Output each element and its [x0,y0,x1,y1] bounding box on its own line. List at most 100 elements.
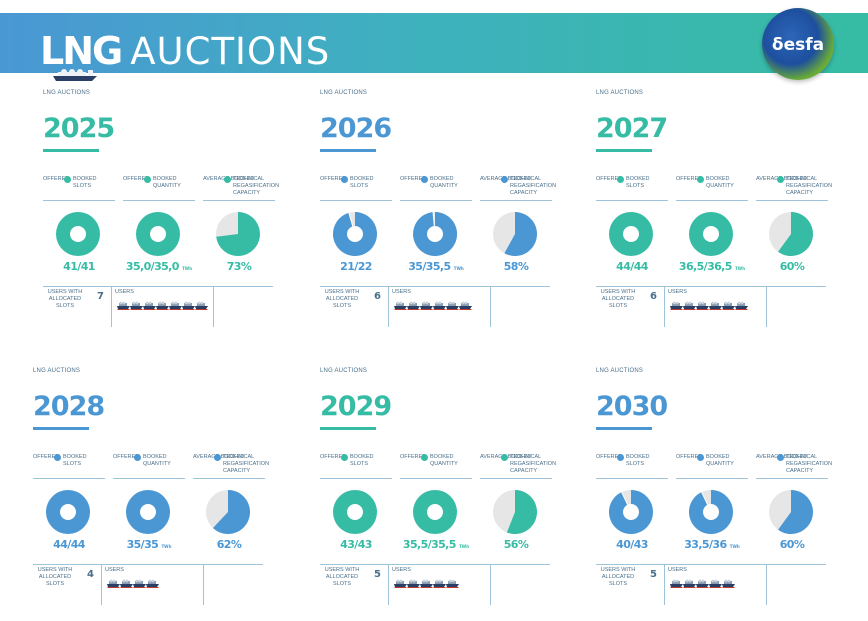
stat-quantity: OFFERED BOOKED QUANTITY 35/35,5 TWh [400,176,472,284]
stat-header-word: BOOKED [430,176,454,182]
stat-divider [123,200,195,201]
arrow-dot-icon [501,454,508,461]
stat-header-word: OFFERED [676,176,703,182]
year-underline [596,149,652,152]
stat-header: AVERAGE BOOKED TECHNICAL REGASIFICATION … [756,454,832,476]
year-underline [43,149,99,152]
stat-value: 35/35,5 TWh [400,260,472,273]
stat-divider [193,478,265,479]
panel-label: LNG AUCTIONS [43,90,91,96]
ship-icon [683,579,696,588]
users-ships [394,299,472,313]
donut-chart [56,212,100,256]
stat-capacity: AVERAGE BOOKED TECHNICAL REGASIFICATION … [480,454,556,562]
donut-hole [140,504,156,520]
panel-year: 2026 [320,113,392,144]
donut-chart [689,212,733,256]
stat-divider [756,200,828,201]
users-count: 5 [650,569,657,580]
auction-panel-2030: LNG AUCTIONS 2030 OFFERED BOOKED SLOTS 40… [596,368,846,621]
donut-slice [216,212,260,256]
panel-year: 2028 [33,391,105,422]
stat-header-word: CAPACITY [510,190,538,196]
stat-slots: OFFERED BOOKED SLOTS 41/41 [43,176,115,284]
stat-header-word: TECHNICAL [786,454,818,460]
stat-capacity: AVERAGE BOOKED TECHNICAL REGASIFICATION … [756,454,832,562]
stat-value: 62% [193,538,265,551]
ship-icon [117,301,130,310]
ship-icon [407,301,420,310]
stat-value-number: 35/35 [126,538,159,551]
stat-header-word: BOOKED [73,176,97,182]
arrow-dot-icon [64,176,71,183]
stat-header-word: TECHNICAL [223,454,255,460]
ship-icon [433,579,446,588]
donut-chart [333,490,377,534]
stat-value-number: 43/43 [340,538,372,551]
page-title: LNG AUCTIONS [40,32,330,70]
users-count: 5 [374,569,381,580]
donut-hole [703,226,719,242]
users-row: USERS WITH ALLOCATED SLOTS 4 USERS [33,564,263,608]
ship-icon [169,301,182,310]
desfa-logo: δesfa [762,8,834,80]
stat-header-word: BOOKED [350,176,374,182]
stat-divider [320,478,392,479]
stat-header: AVERAGE BOOKED TECHNICAL REGASIFICATION … [480,454,556,476]
ship-icon [670,579,683,588]
stat-header-word: CAPACITY [786,468,814,474]
arrow-dot-icon [421,454,428,461]
stat-header-word: OFFERED [320,176,347,182]
panel-label: LNG AUCTIONS [596,90,644,96]
arrow-dot-icon [777,176,784,183]
stat-quantity: OFFERED BOOKED QUANTITY 33,5/36 TWh [676,454,748,562]
stat-value: 58% [480,260,552,273]
stat-header: AVERAGE BOOKED TECHNICAL REGASIFICATION … [203,176,279,198]
ship-icon [446,579,459,588]
users-list-label: USERS [392,567,411,573]
stat-value-number: 44/44 [53,538,85,551]
year-underline [320,427,376,430]
panel-year: 2029 [320,391,392,422]
stat-value-number: 35,0/35,0 [125,260,180,273]
stat-quantity: OFFERED BOOKED QUANTITY 35,0/35,0 TWh [123,176,195,284]
stat-quantity: OFFERED BOOKED QUANTITY 36,5/36,5 TWh [676,176,748,284]
stat-header-word: BOOKED [706,176,730,182]
donut-chart [769,212,813,256]
stat-header-word: QUANTITY [143,461,171,467]
stat-header: OFFERED BOOKED SLOTS [320,176,392,198]
ship-icon [195,301,208,310]
donut-hole [623,504,639,520]
stat-header-word: OFFERED [43,176,70,182]
users-divider [664,565,665,605]
stat-value: 60% [756,538,828,551]
stat-header: OFFERED BOOKED SLOTS [596,176,668,198]
donut-hole [60,504,76,520]
stat-value-unit: TWh [729,544,740,549]
ship-icon [722,301,735,310]
stat-header-word: SLOTS [626,461,645,467]
stat-header-word: QUANTITY [153,183,181,189]
arrow-dot-icon [341,454,348,461]
stat-header-word: QUANTITY [430,461,458,467]
stat-header-word: OFFERED [400,176,427,182]
stat-header-word: REGASIFICATION [786,183,833,189]
stat-divider [43,200,115,201]
stat-header: OFFERED BOOKED QUANTITY [400,454,472,476]
users-row: USERS WITH ALLOCATED SLOTS 6 USERS [320,286,550,330]
title-auctions: AUCTIONS [130,30,331,73]
arrow-dot-icon [134,454,141,461]
users-ships [670,577,735,591]
ship-icon [143,301,156,310]
donut-slice [333,212,377,256]
stat-slots: OFFERED BOOKED SLOTS 44/44 [596,176,668,284]
users-divider [101,565,102,605]
ship-icon [407,579,420,588]
stat-quantity: OFFERED BOOKED QUANTITY 35,5/35,5 TWh [400,454,472,562]
users-divider [213,287,214,327]
auction-panel-2028: LNG AUCTIONS 2028 OFFERED BOOKED SLOTS 44… [33,368,283,621]
stat-slots: OFFERED BOOKED SLOTS 40/43 [596,454,668,562]
auction-panel-2027: LNG AUCTIONS 2027 OFFERED BOOKED SLOTS 44… [596,90,846,350]
ship-icon [433,301,446,310]
stat-value-number: 33,5/36 [684,538,727,551]
